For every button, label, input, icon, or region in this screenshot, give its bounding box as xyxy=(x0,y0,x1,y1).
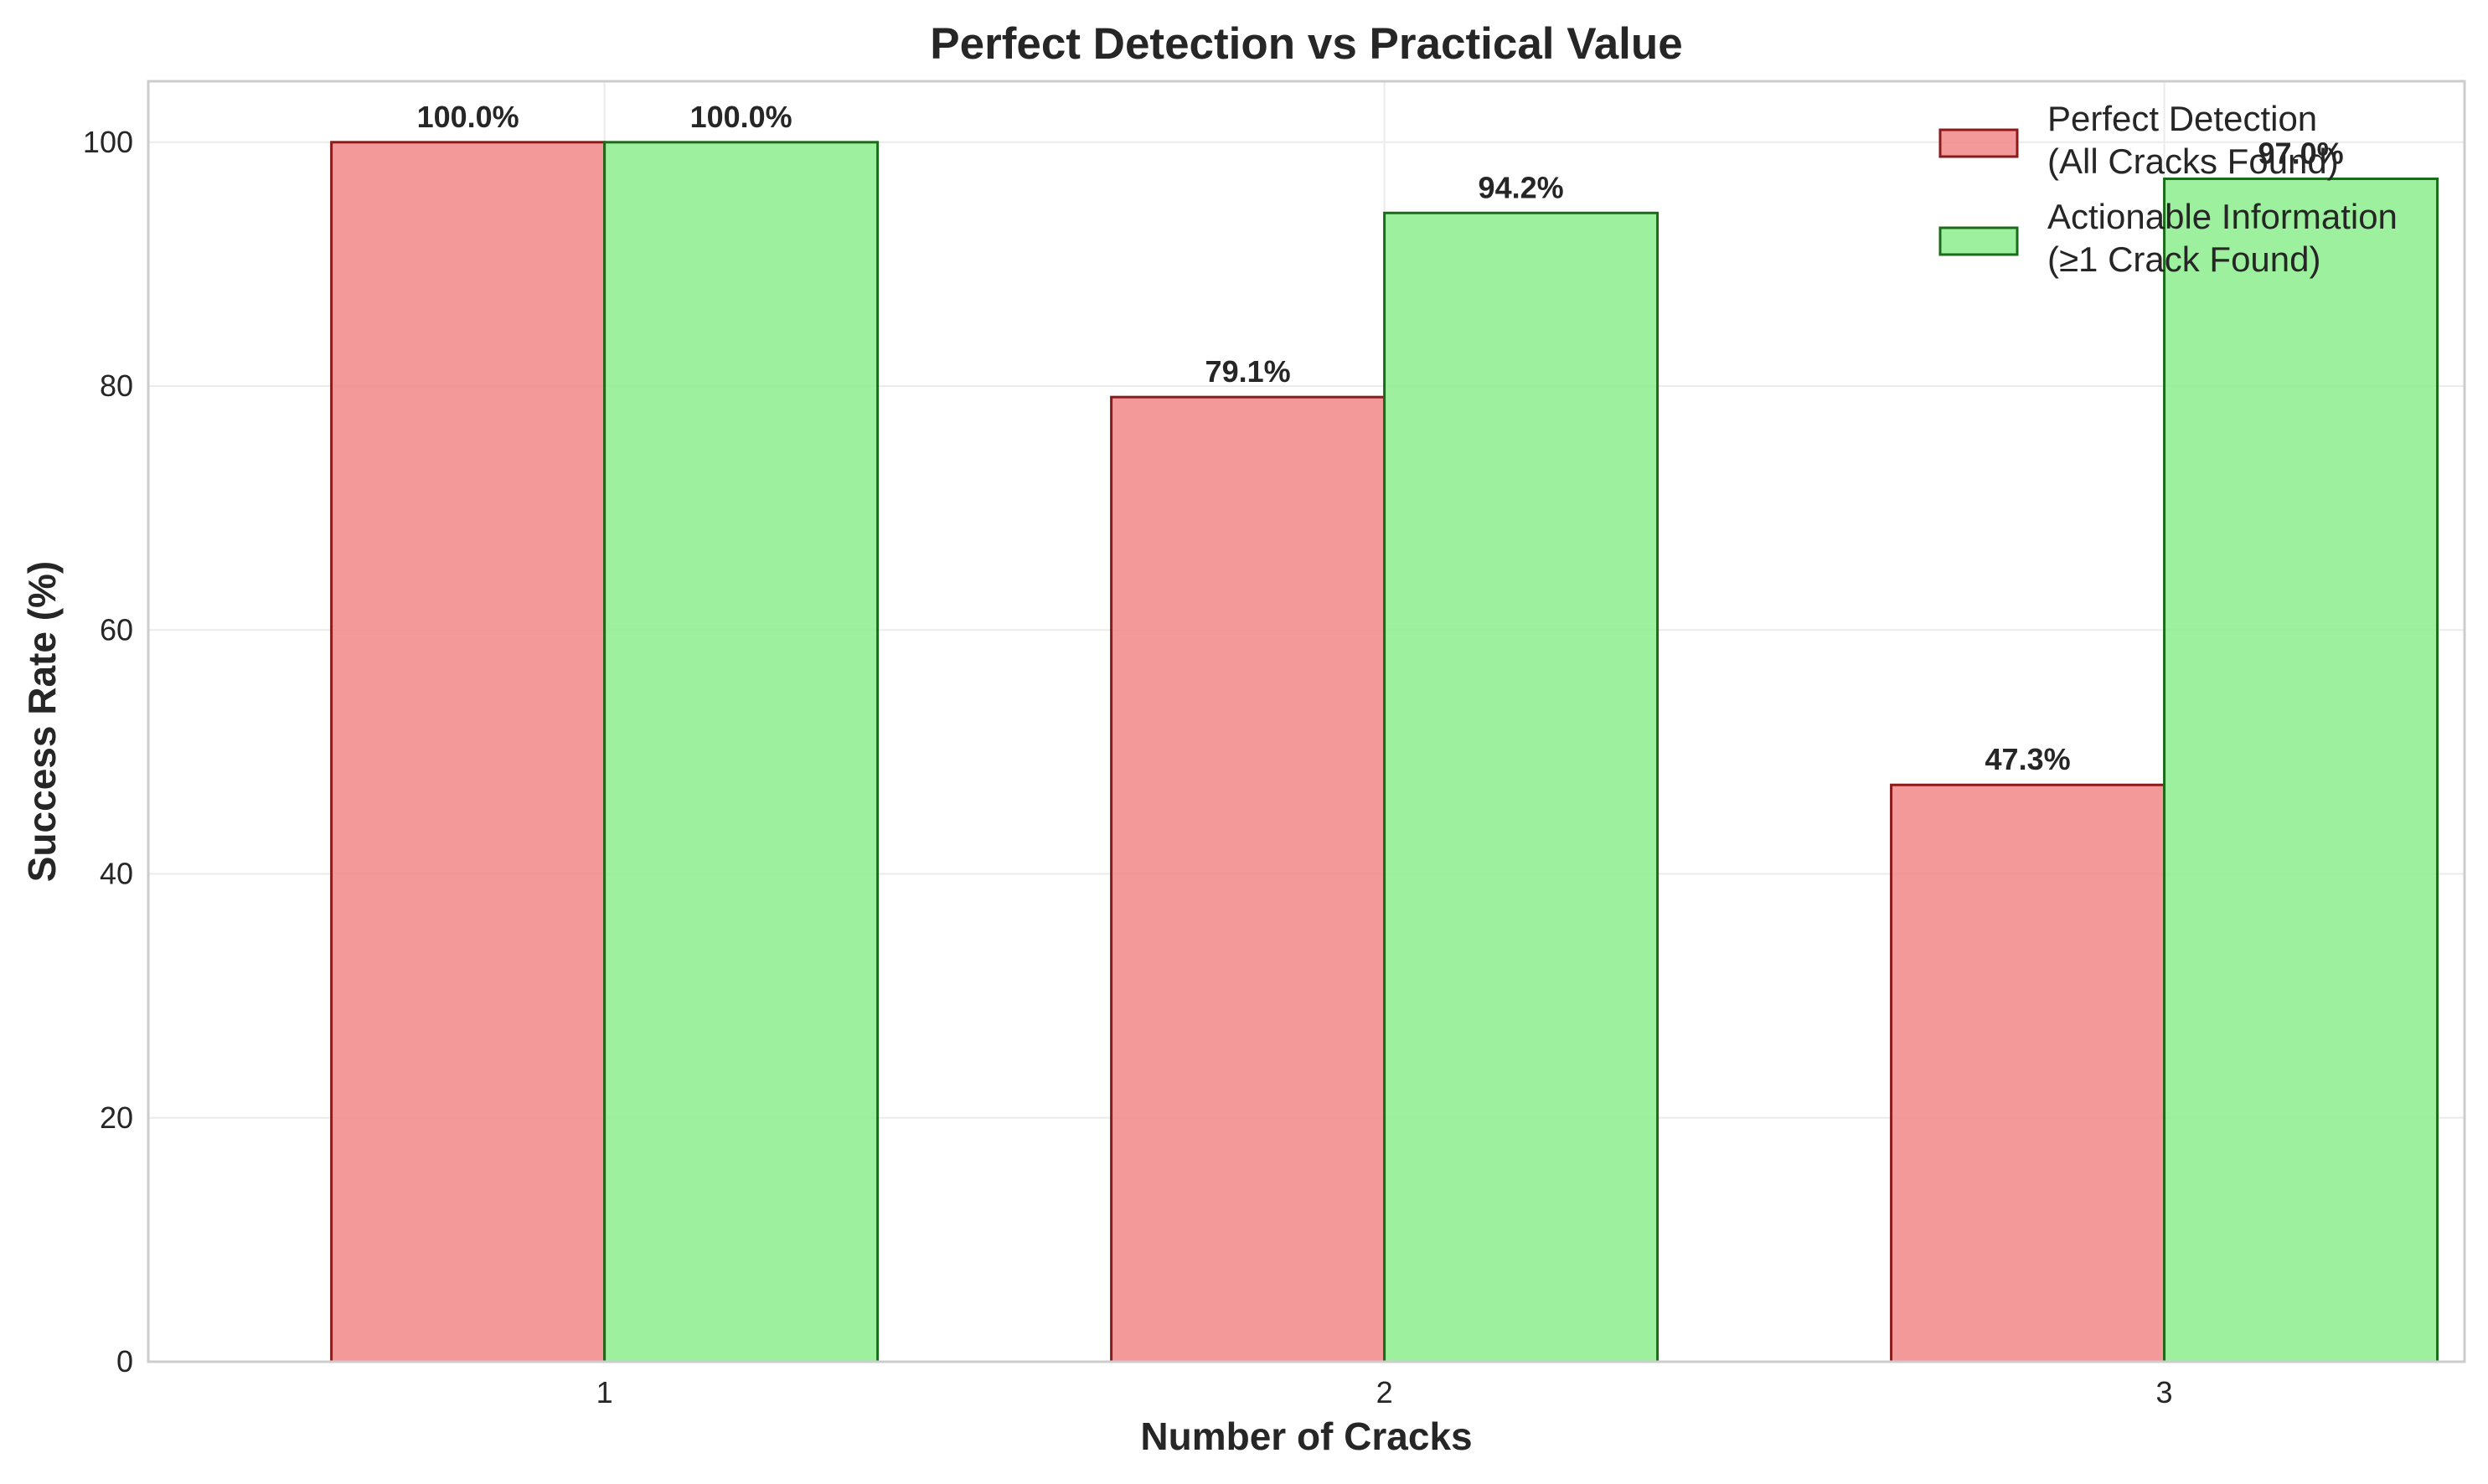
y-tick-label: 100 xyxy=(83,125,133,159)
legend-label-series-1-line-1: Perfect Detection xyxy=(2047,99,2317,138)
bar-series-2-cat-2 xyxy=(1383,211,1660,1363)
bars xyxy=(330,141,2439,1363)
y-tick-label: 40 xyxy=(100,857,133,891)
bar-series-2-cat-3 xyxy=(2163,177,2439,1363)
data-label-series-1-cat-1: 100.0% xyxy=(417,100,519,134)
data-label-series-2-cat-1: 100.0% xyxy=(690,100,792,134)
bar-series-1-cat-1 xyxy=(330,141,607,1363)
data-label-series-2-cat-2: 94.2% xyxy=(1479,170,1564,204)
bar-series-1-cat-3 xyxy=(1890,783,2166,1363)
y-axis-title: Success Rate (%) xyxy=(20,561,64,883)
x-axis-title: Number of Cracks xyxy=(1140,1414,1472,1458)
data-label-series-2-cat-3: 97.0% xyxy=(2258,136,2344,170)
legend: Perfect Detection (All Cracks Found) Actio… xyxy=(1938,99,2398,279)
chart-title: Perfect Detection vs Practical Value xyxy=(930,19,1683,69)
data-labels: 100.0% 100.0% 79.1% 94.2% 47.3% 97.0% xyxy=(417,100,2344,776)
x-tick-label: 3 xyxy=(2156,1375,2173,1409)
y-tick-label: 0 xyxy=(116,1344,133,1378)
tick-labels: 0 20 40 60 80 100 1 2 3 xyxy=(83,125,2173,1409)
y-tick-label: 60 xyxy=(100,612,133,647)
bar-series-1-cat-2 xyxy=(1110,395,1386,1363)
legend-label-series-1-line-2: (All Cracks Found) xyxy=(2047,142,2339,181)
legend-label-series-2-line-1: Actionable Information xyxy=(2047,197,2398,236)
x-tick-label: 1 xyxy=(596,1375,613,1409)
legend-swatch-series-2 xyxy=(1938,226,2019,256)
legend-swatch-series-1 xyxy=(1938,128,2019,158)
data-label-series-1-cat-3: 47.3% xyxy=(1985,742,2071,776)
legend-label-series-2-line-2: (≥1 Crack Found) xyxy=(2047,240,2320,279)
x-tick-label: 2 xyxy=(1376,1375,1393,1409)
y-tick-label: 20 xyxy=(100,1100,133,1135)
y-tick-label: 80 xyxy=(100,368,133,403)
plot-frame xyxy=(147,80,2466,1363)
bar-series-2-cat-1 xyxy=(603,141,880,1363)
data-label-series-1-cat-2: 79.1% xyxy=(1205,354,1291,389)
